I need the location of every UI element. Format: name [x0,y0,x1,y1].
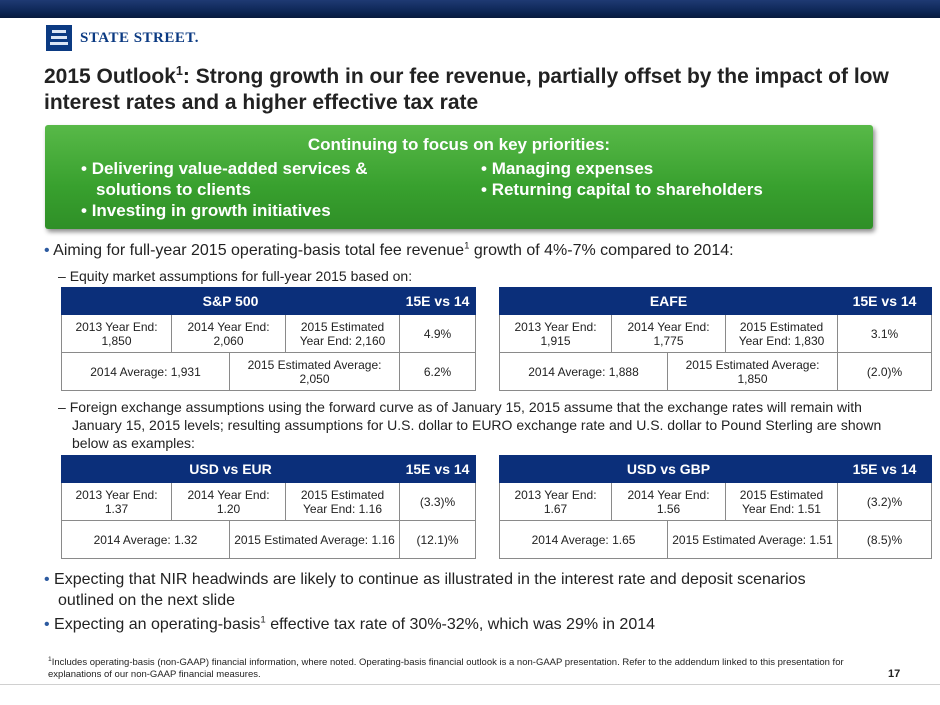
priorities-title: Continuing to focus on key priorities: [307,135,611,154]
page-title: 2015 Outlook1: Strong growth in our fee … [44,64,889,114]
table-cell: 2014 Average: 1,888 [499,352,668,391]
bullet-tax-rate: • Expecting an operating-basis1 effectiv… [44,614,656,633]
eafe-table: EAFE 15E vs 14 2013 Year End: 1,915 2014… [498,287,933,391]
priorities-callout: Continuing to focus on key priorities: •… [45,125,873,229]
table-cell: 2014 Year End: 1.20 [171,482,286,521]
table-cell: 2014 Year End: 1.56 [611,482,726,521]
ship-icon [46,25,72,51]
table-cell: 2015 Estimated Average: 1,850 [666,352,839,391]
table-cell: 2014 Year End: 2,060 [171,314,286,353]
table-value: (12.1)% [399,520,477,559]
table-cell: 2014 Average: 1.65 [499,520,668,559]
table-value: 3.1% [837,314,933,353]
footnote: 1Includes operating-basis (non-GAAP) fin… [48,655,844,680]
table-cell: 2015 Estimated Average: 1.51 [667,520,838,559]
table-cell: 2015 Estimated Year End: 1,830 [724,314,839,353]
top-banner [0,0,940,18]
sp500-table: S&P 500 15E vs 14 2013 Year End: 1,850 2… [60,287,477,391]
table-cell: 2015 Estimated Year End: 2,160 [284,314,401,353]
table-cell: 2013 Year End: 1.67 [499,482,612,521]
table-value: 6.2% [399,352,477,391]
usd-gbp-table: USD vs GBP 15E vs 14 2013 Year End: 1.67… [499,455,932,559]
table-cell: 2013 Year End: 1.37 [61,482,172,521]
footer-divider [0,684,940,685]
logo-text: STATE STREET. [80,29,200,46]
table-cell: 2014 Average: 1.32 [61,520,230,559]
table-header: EAFE [498,287,839,315]
usd-eur-table: USD vs EUR 15E vs 14 2013 Year End: 1.37… [60,455,477,559]
table-cell: 2013 Year End: 1,915 [499,314,612,353]
table-cell: 2014 Year End: 1,775 [611,314,726,353]
table-header: USD vs EUR [60,455,401,483]
table-value: 4.9% [399,314,477,353]
table-header-vs: 15E vs 14 [399,287,477,315]
priority-item: • Investing in growth initiatives [81,201,331,220]
table-cell: 2013 Year End: 1,850 [61,314,172,353]
bullet-nir-headwinds: • Expecting that NIR headwinds are likel… [44,571,806,609]
table-header-vs: 15E vs 14 [399,455,477,483]
priority-item: • Returning capital to shareholders [481,180,763,199]
page-number: 17 [888,668,901,680]
sub-equity-assumptions: – Equity market assumptions for full-yea… [58,268,413,284]
priorities-right-column: • Managing expenses • Returning capital … [481,158,861,200]
sub-fx-assumptions: – Foreign exchange assumptions using the… [58,399,882,451]
table-cell: 2015 Estimated Year End: 1.51 [725,482,838,521]
table-cell: 2015 Estimated Average: 1.16 [228,520,401,559]
priority-item: • Managing expenses [481,159,654,178]
table-value: (3.2)% [837,482,932,521]
priorities-left-column: • Delivering value-added services & solu… [81,158,441,221]
table-cell: 2014 Average: 1,931 [61,352,230,391]
table-value: (3.3)% [399,482,477,521]
table-cell: 2015 Estimated Average: 2,050 [228,352,401,391]
table-header: S&P 500 [60,287,401,315]
bullet-fee-revenue: • Aiming for full-year 2015 operating-ba… [44,240,734,259]
priority-item: • Delivering value-added services & solu… [81,159,368,199]
table-value: (8.5)% [837,520,932,559]
table-cell: 2015 Estimated Year End: 1.16 [284,482,401,521]
table-header: USD vs GBP [499,455,838,483]
company-logo: STATE STREET. [46,25,199,51]
table-header-vs: 15E vs 14 [837,287,933,315]
table-header-vs: 15E vs 14 [837,455,932,483]
table-value: (2.0)% [837,352,933,391]
